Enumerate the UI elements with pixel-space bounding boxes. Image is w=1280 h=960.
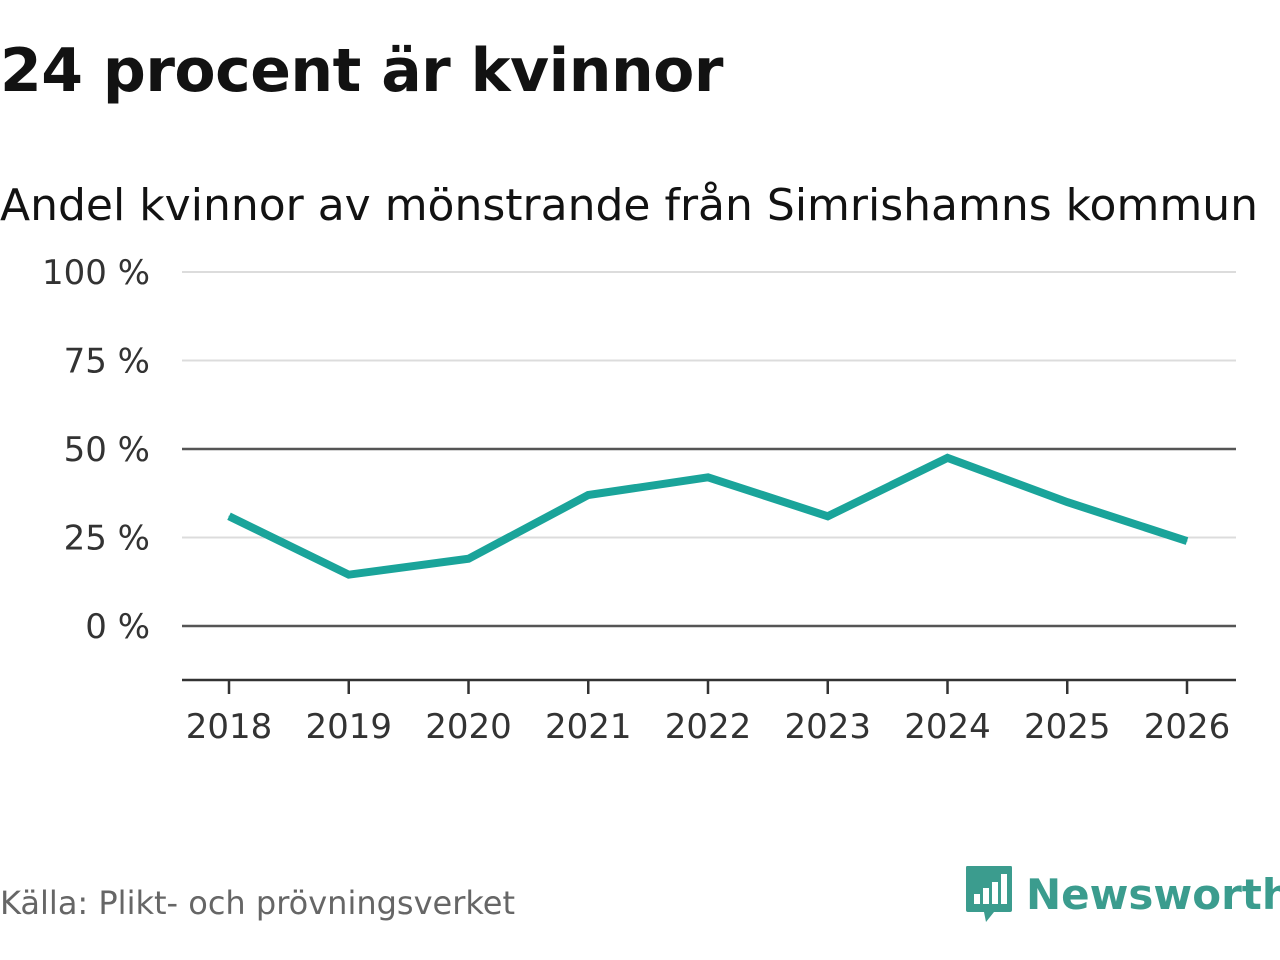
chart-title: 24 procent är kvinnor <box>0 36 723 106</box>
newsworthy-logo-icon <box>966 866 1012 922</box>
x-tick-label: 2022 <box>665 707 752 747</box>
data-point-2021 <box>587 494 589 496</box>
x-tick-label: 2020 <box>425 707 512 747</box>
y-tick-label: 75 % <box>64 342 150 382</box>
x-tick-label: 2026 <box>1144 707 1231 747</box>
series-line <box>227 453 1189 579</box>
chart-subtitle: Andel kvinnor av mönstrande från Simrish… <box>0 180 1258 231</box>
x-tick-label: 2021 <box>545 707 632 747</box>
data-point-2026 <box>1186 540 1188 542</box>
y-tick-label: 25 % <box>64 519 150 559</box>
source-note: Källa: Plikt- och prövningsverket <box>0 884 515 922</box>
x-tick-label: 2018 <box>186 707 273 747</box>
x-axis: 2018 2019 2020 2021 2022 2023 2024 2025 2026 <box>182 678 1236 747</box>
x-tick-label: 2025 <box>1024 707 1111 747</box>
data-point-2024 <box>947 457 948 459</box>
data-point-2025 <box>1066 501 1068 503</box>
data-point-2022 <box>707 476 709 478</box>
y-axis-ticks: 0 % 25 % 50 % 75 % 100 % <box>42 253 150 647</box>
y-tick-label: 0 % <box>85 607 150 647</box>
y-tick-label: 100 % <box>42 253 150 293</box>
y-tick-label: 50 % <box>64 430 150 470</box>
grid-lines <box>182 271 1236 628</box>
data-point-2023 <box>827 515 829 517</box>
data-point-2018 <box>228 515 230 517</box>
x-tick-label: 2019 <box>305 707 392 747</box>
series-layer <box>227 453 1189 579</box>
brand-name: Newsworthy <box>1026 869 1280 919</box>
data-point-2019 <box>348 574 350 576</box>
x-tick-label: 2024 <box>904 707 991 747</box>
x-tick-label: 2023 <box>784 707 871 747</box>
data-point-2020 <box>468 558 469 560</box>
brand-logo: Newsworthy <box>964 864 1280 924</box>
